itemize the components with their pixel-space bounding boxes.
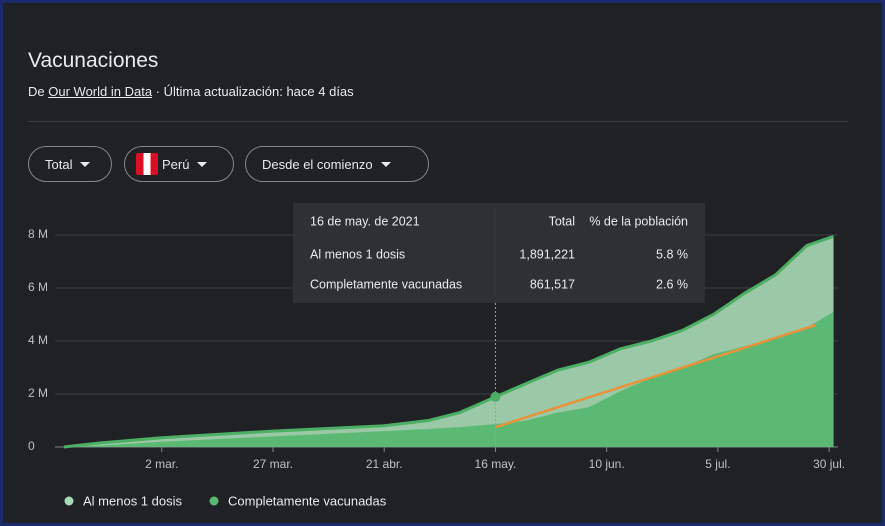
x-tick-label: 2 mar. [145, 457, 178, 471]
x-tick-label: 27 mar. [253, 457, 293, 471]
area-edge [63, 234, 835, 449]
tooltip-header: % de la población [589, 214, 688, 228]
country-dropdown[interactable]: Perú [124, 146, 234, 182]
tooltip-cell: Completamente vacunadas [310, 277, 462, 291]
legend-swatch [64, 496, 74, 506]
flag [136, 153, 158, 175]
tooltip-cell: 5.8 % [656, 247, 688, 261]
source-link[interactable]: Our World in Data [48, 84, 153, 99]
source-prefix: De [28, 84, 45, 99]
x-tick-label: 30 jul. [813, 457, 845, 471]
trend-line [495, 323, 817, 429]
y-tick-label: 6 M [28, 280, 48, 294]
range-dropdown[interactable]: Desde el comienzo [245, 146, 429, 182]
card-title: Vacunaciones [28, 49, 159, 72]
hover-point [490, 391, 501, 402]
legend: Al menos 1 dosis Completamente vacunadas [64, 493, 387, 508]
tooltip-box [293, 203, 705, 303]
tooltip-cell: 1,891,221 [519, 247, 575, 261]
chart: 0 2 M 4 M 6 M 8 M 2 mar. 27 mar. 21 abr. 16 may.… [28, 203, 845, 508]
caret [80, 161, 91, 167]
tooltip: 16 de may. de 2021 Total % de la población… [293, 203, 705, 303]
metric-label: Total [45, 156, 73, 172]
area [63, 311, 834, 447]
tooltip-cell: Al menos 1 dosis [310, 247, 405, 261]
tooltip-cell: 2.6 % [656, 277, 688, 291]
divider [28, 121, 848, 122]
country-label: Perú [162, 156, 190, 172]
legend-label: Completamente vacunadas [228, 493, 387, 508]
update-note: · Última actualización: hace 4 días [155, 84, 354, 99]
caret [197, 161, 208, 167]
y-tick-label: 4 M [28, 333, 48, 347]
metric-dropdown[interactable]: Total [28, 146, 112, 182]
y-tick-label: 8 M [28, 227, 48, 241]
tooltip-header: 16 de may. de 2021 [310, 214, 420, 228]
tooltip-header: Total [549, 214, 575, 228]
subtitle: De Our World in Data · Última actualizac… [28, 84, 354, 99]
card: Vacunaciones De Our World in Data · Últi… [3, 3, 882, 523]
x-tick-label: 21 abr. [366, 457, 403, 471]
caret [380, 161, 391, 167]
legend-swatch [209, 496, 219, 506]
y-tick-label: 2 M [28, 386, 48, 400]
legend-label: Al menos 1 dosis [83, 493, 182, 508]
range-label: Desde el comienzo [262, 156, 373, 172]
x-tick-label: 5 jul. [705, 457, 730, 471]
x-tick-label: 10 jun. [589, 457, 625, 471]
tooltip-cell: 861,517 [530, 277, 575, 291]
y-tick-label: 0 [28, 439, 35, 453]
x-tick-label: 16 may. [475, 457, 517, 471]
